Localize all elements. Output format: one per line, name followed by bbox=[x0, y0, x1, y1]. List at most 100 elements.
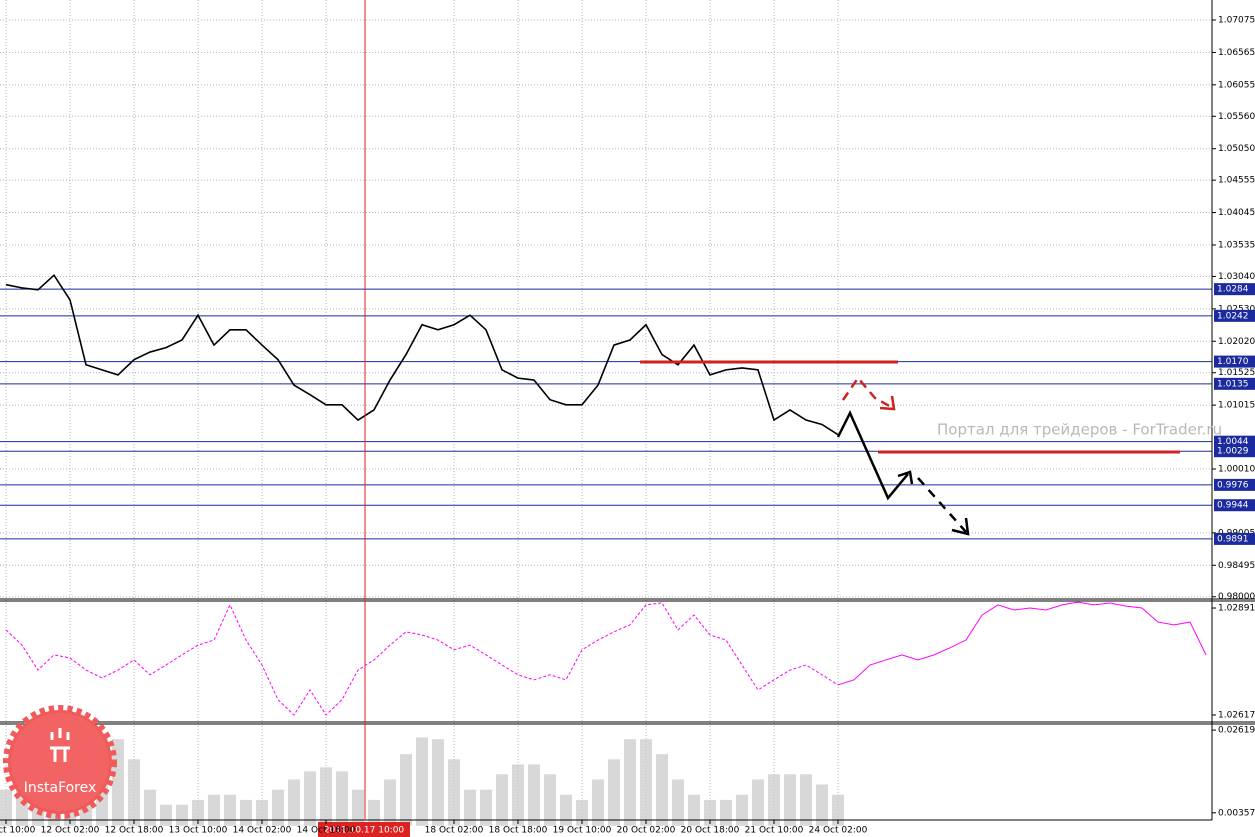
logo: InstaForex bbox=[3, 705, 117, 819]
level-label-box bbox=[1214, 377, 1255, 390]
histogram-bar bbox=[576, 799, 588, 826]
level-label-box bbox=[1214, 283, 1255, 296]
grid bbox=[0, 0, 1212, 820]
level-label: 1.0044 bbox=[1217, 437, 1249, 447]
histogram-bar bbox=[592, 779, 604, 826]
histogram-bar bbox=[192, 799, 204, 826]
level-label-box bbox=[1214, 355, 1255, 368]
level-label: 1.0242 bbox=[1217, 311, 1249, 321]
level-label: 1.0029 bbox=[1217, 447, 1249, 457]
arrow-head bbox=[897, 470, 914, 485]
alt-arrow bbox=[841, 375, 894, 410]
histogram-bar bbox=[640, 739, 652, 826]
y-tick-label: 1.05050 bbox=[1218, 144, 1255, 154]
x-tick-label: 20 Oct 18:00 bbox=[681, 826, 740, 836]
histogram-bar bbox=[480, 789, 492, 826]
logo-badge bbox=[11, 713, 109, 811]
histogram-bar bbox=[736, 794, 748, 826]
histogram-bar bbox=[448, 759, 460, 826]
histogram-bar bbox=[384, 779, 396, 826]
y-tick-label: 1.07075 bbox=[1218, 16, 1255, 26]
x-tick-label: 20 Oct 02:00 bbox=[617, 826, 676, 836]
y-tick-label: 1.04555 bbox=[1218, 176, 1255, 186]
histogram-bar bbox=[400, 754, 412, 826]
level-label-box bbox=[1214, 478, 1255, 491]
x-tick-label: 12 Oct 18:00 bbox=[105, 826, 164, 836]
forecast-arrow bbox=[836, 410, 909, 501]
watermark: Портал для трейдеров - ForTrader.ru bbox=[937, 421, 1222, 439]
x-tick-label: 14 Oct 18:00 bbox=[297, 826, 356, 836]
y-tick-label: 1.00010 bbox=[1218, 464, 1255, 474]
y-tick-label: 1.06565 bbox=[1218, 48, 1255, 58]
histogram-bar bbox=[544, 774, 556, 826]
indicator-line bbox=[837, 601, 1207, 686]
histogram-bar bbox=[128, 759, 140, 826]
x-tick-label: 18 Oct 18:00 bbox=[489, 826, 548, 836]
y-tick-label: 1.04045 bbox=[1218, 208, 1255, 218]
y-tick-label: 1.05560 bbox=[1218, 112, 1255, 122]
histogram-bar bbox=[704, 799, 716, 826]
indicator-line bbox=[5, 602, 839, 716]
y-tick-label: 1.02891 bbox=[1218, 604, 1255, 614]
level-label-box bbox=[1214, 445, 1255, 458]
histogram-bar bbox=[160, 804, 172, 826]
x-tick-label: 11 Oct 10:00 bbox=[0, 826, 36, 836]
histogram-bar bbox=[512, 764, 524, 826]
histogram-bar bbox=[176, 804, 188, 826]
y-tick-label: 1.01015 bbox=[1218, 401, 1255, 411]
histogram-bar bbox=[720, 799, 732, 826]
level-label-box bbox=[1214, 532, 1255, 545]
x-tick-label: 21 Oct 10:00 bbox=[745, 826, 804, 836]
histogram-bar bbox=[560, 794, 572, 826]
histogram-bar bbox=[800, 774, 812, 826]
histogram-bar bbox=[816, 784, 828, 826]
histogram-bar bbox=[144, 789, 156, 826]
histogram-bar bbox=[624, 739, 636, 826]
y-tick-label: 1.02530 bbox=[1218, 304, 1255, 314]
arrow-head bbox=[951, 517, 970, 536]
arrow-head bbox=[879, 395, 896, 411]
crosshair-label-box bbox=[318, 822, 410, 837]
histogram-bar bbox=[432, 739, 444, 826]
histogram-bar bbox=[672, 779, 684, 826]
histogram-bar bbox=[832, 794, 844, 826]
histogram-bar bbox=[240, 799, 252, 826]
level-label-box bbox=[1214, 499, 1255, 512]
level-label: 0.9944 bbox=[1217, 501, 1249, 511]
histogram-bar bbox=[528, 764, 540, 826]
logo-icon bbox=[50, 728, 70, 762]
histogram-bar bbox=[768, 774, 780, 826]
histogram-bar bbox=[336, 771, 348, 826]
y-tick-label: 0.98495 bbox=[1218, 561, 1255, 571]
histogram-bar bbox=[368, 799, 380, 826]
level-label: 1.0135 bbox=[1217, 379, 1249, 389]
x-tick-label: 13 Oct 10:00 bbox=[169, 826, 228, 836]
y-tick-label: 0.00357 bbox=[1218, 808, 1255, 818]
level-label-box bbox=[1214, 435, 1255, 448]
x-tick-label: 24 Oct 02:00 bbox=[809, 826, 868, 836]
y-tick-label: 1.03535 bbox=[1218, 240, 1255, 250]
y-tick-label: 1.01525 bbox=[1218, 368, 1255, 378]
histogram-bar bbox=[784, 774, 796, 826]
histogram-bar bbox=[656, 754, 668, 826]
histogram-bar bbox=[224, 794, 236, 826]
y-tick-label: 1.02617 bbox=[1218, 710, 1255, 720]
x-tick-label: 18 Oct 02:00 bbox=[425, 826, 484, 836]
histogram-bar bbox=[320, 767, 332, 826]
level-label-box bbox=[1214, 309, 1255, 322]
histogram-bar bbox=[272, 789, 284, 826]
x-tick-label: 14 Oct 02:00 bbox=[233, 826, 292, 836]
forecast-arrow bbox=[917, 477, 967, 533]
histogram-bar bbox=[208, 794, 220, 826]
logo-text: InstaForex bbox=[24, 780, 97, 796]
histogram-bar bbox=[752, 779, 764, 826]
histogram-bar bbox=[496, 774, 508, 826]
y-tick-label: 1.02020 bbox=[1218, 337, 1255, 347]
histogram-bar bbox=[0, 789, 12, 826]
histogram-bar bbox=[416, 737, 428, 826]
level-label: 1.0284 bbox=[1217, 285, 1249, 295]
histogram-bar bbox=[256, 799, 268, 826]
level-label: 0.9976 bbox=[1217, 480, 1249, 490]
